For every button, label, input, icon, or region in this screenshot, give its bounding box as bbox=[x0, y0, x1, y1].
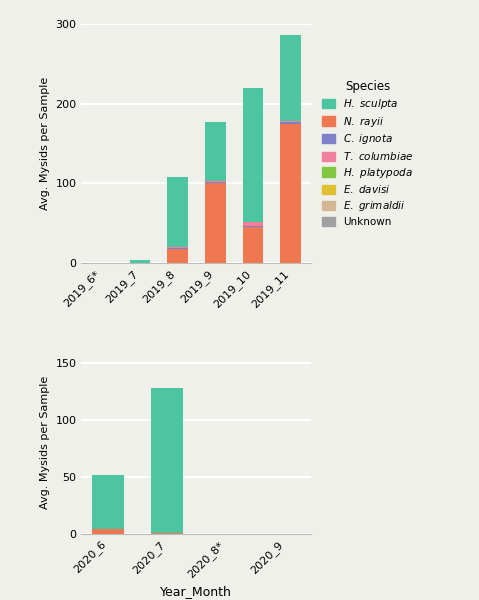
X-axis label: Year_Month: Year_Month bbox=[160, 585, 232, 598]
Bar bbox=[280, 124, 301, 263]
Bar bbox=[205, 181, 226, 182]
Bar bbox=[242, 226, 263, 227]
Bar bbox=[167, 249, 188, 263]
Bar bbox=[280, 121, 301, 122]
Bar bbox=[205, 184, 226, 263]
Bar bbox=[242, 227, 263, 263]
Bar bbox=[151, 388, 183, 533]
Bar bbox=[205, 182, 226, 184]
Bar bbox=[242, 88, 263, 222]
Y-axis label: Avg. Mysids per Sample: Avg. Mysids per Sample bbox=[40, 77, 50, 210]
Bar bbox=[129, 260, 150, 263]
Legend: $\it{H.\ sculpta}$, $\it{N.\ rayii}$, $\it{C.\ ignota}$, $\it{T.\ columbiae}$, $: $\it{H.\ sculpta}$, $\it{N.\ rayii}$, $\… bbox=[319, 77, 416, 230]
Bar bbox=[280, 122, 301, 124]
Bar bbox=[242, 222, 263, 226]
Bar bbox=[92, 475, 124, 529]
Bar bbox=[280, 35, 301, 121]
Bar bbox=[167, 248, 188, 249]
Bar bbox=[92, 529, 124, 534]
Bar bbox=[205, 122, 226, 181]
Y-axis label: Avg. Mysids per Sample: Avg. Mysids per Sample bbox=[40, 376, 50, 509]
Bar bbox=[151, 533, 183, 534]
Bar bbox=[167, 177, 188, 247]
